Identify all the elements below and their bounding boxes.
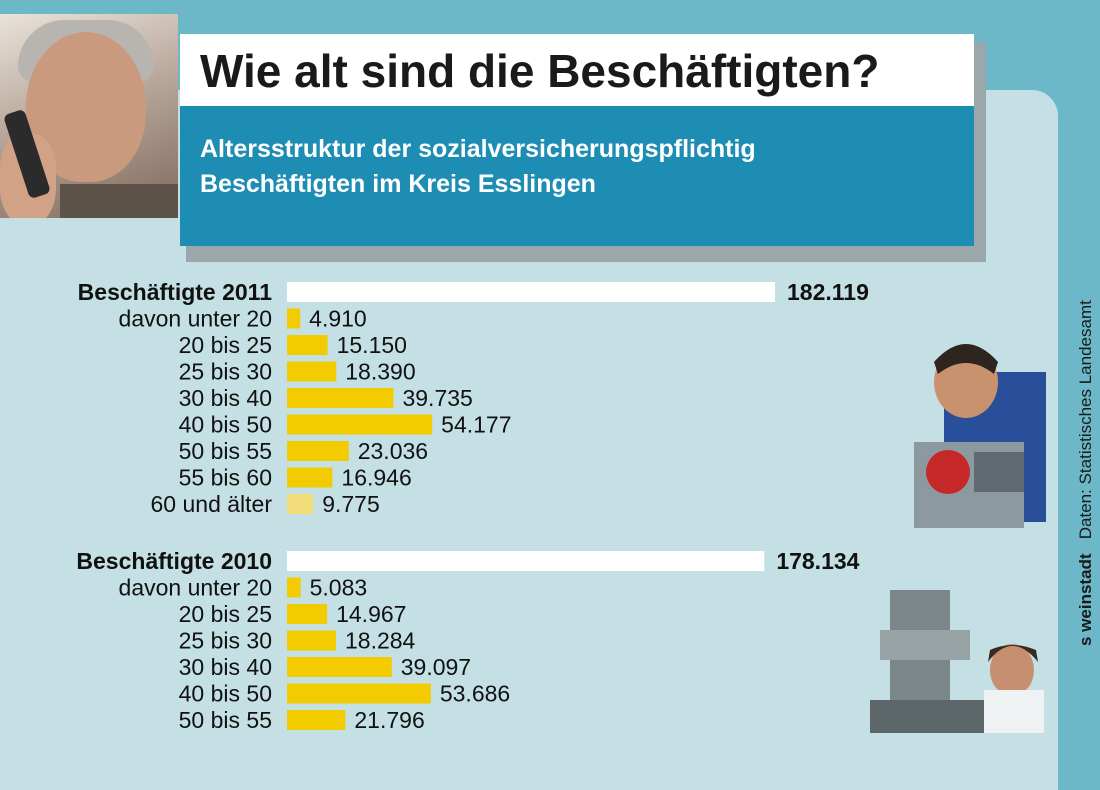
age-category-label: 40 bis 50 [179,412,272,438]
age-value-label: 53.686 [440,681,510,707]
age-value-label: 15.150 [337,332,407,358]
age-category-label: davon unter 20 [119,306,272,332]
machinist-illustration [870,590,1044,733]
age-value-label: 4.910 [309,306,367,332]
age-bar [287,441,349,461]
age-bar [287,335,328,355]
age-bar [287,657,392,677]
age-category-label: davon unter 20 [119,575,272,601]
age-bar [287,577,301,598]
age-value-label: 5.083 [310,575,368,601]
total-value-label: 182.119 [787,279,869,305]
age-category-label: 25 bis 30 [179,359,272,385]
age-value-label: 21.796 [354,707,424,733]
age-category-label: 60 und älter [151,491,273,517]
age-bar [287,683,431,704]
subtitle-band [180,106,974,246]
age-value-label: 39.097 [401,654,471,680]
age-category-label: 40 bis 50 [179,681,272,707]
source-credit: s weinstadt Daten: Statistisches Landesa… [1072,300,1100,733]
age-bar [287,710,346,730]
data-source-text: Daten: Statistisches Landesamt [1076,300,1095,540]
total-bar [287,282,775,302]
age-value-label: 14.967 [336,601,406,627]
age-category-label: 20 bis 25 [179,332,272,358]
age-bar [287,388,394,408]
age-value-label: 16.946 [341,465,411,491]
subtitle-line-1: Altersstruktur der sozialversicherungspf… [200,135,756,163]
age-bar [287,361,337,382]
mechanic-illustration [914,344,1046,528]
age-bar [287,414,433,435]
total-label: Beschäftigte 2010 [76,548,272,574]
age-category-label: 30 bis 40 [179,654,272,680]
age-bar [287,604,328,624]
subtitle-line-2: Beschäftigten im Kreis Esslingen [200,170,596,198]
age-value-label: 54.177 [441,412,511,438]
age-bar [287,494,314,514]
total-bar [287,551,765,571]
page-title: Wie alt sind die Beschäftigten? [200,45,880,97]
age-category-label: 30 bis 40 [179,385,272,411]
credit-text: s weinstadt [1076,553,1095,646]
total-label: Beschäftigte 2011 [78,279,273,305]
age-category-label: 50 bis 55 [179,438,272,464]
title-box [180,34,974,106]
age-category-label: 20 bis 25 [179,601,272,627]
age-structure-chart: Beschäftigte 2011 182.119 davon unter 20 4.… [76,279,869,733]
age-category-label: 55 bis 60 [179,465,272,491]
age-value-label: 9.775 [322,491,380,517]
age-category-label: 25 bis 30 [179,628,272,654]
age-bar [287,308,301,329]
age-bar [287,467,333,488]
age-value-label: 39.735 [402,385,472,411]
age-value-label: 18.390 [345,359,415,385]
page-subtitle: Altersstruktur der sozialversicherungspf… [200,132,756,202]
age-value-label: 23.036 [358,438,428,464]
age-bar [287,630,336,651]
age-category-label: 50 bis 55 [179,707,272,733]
total-value-label: 178.134 [776,548,859,574]
businessman-photo [0,14,178,218]
age-value-label: 18.284 [345,628,416,654]
